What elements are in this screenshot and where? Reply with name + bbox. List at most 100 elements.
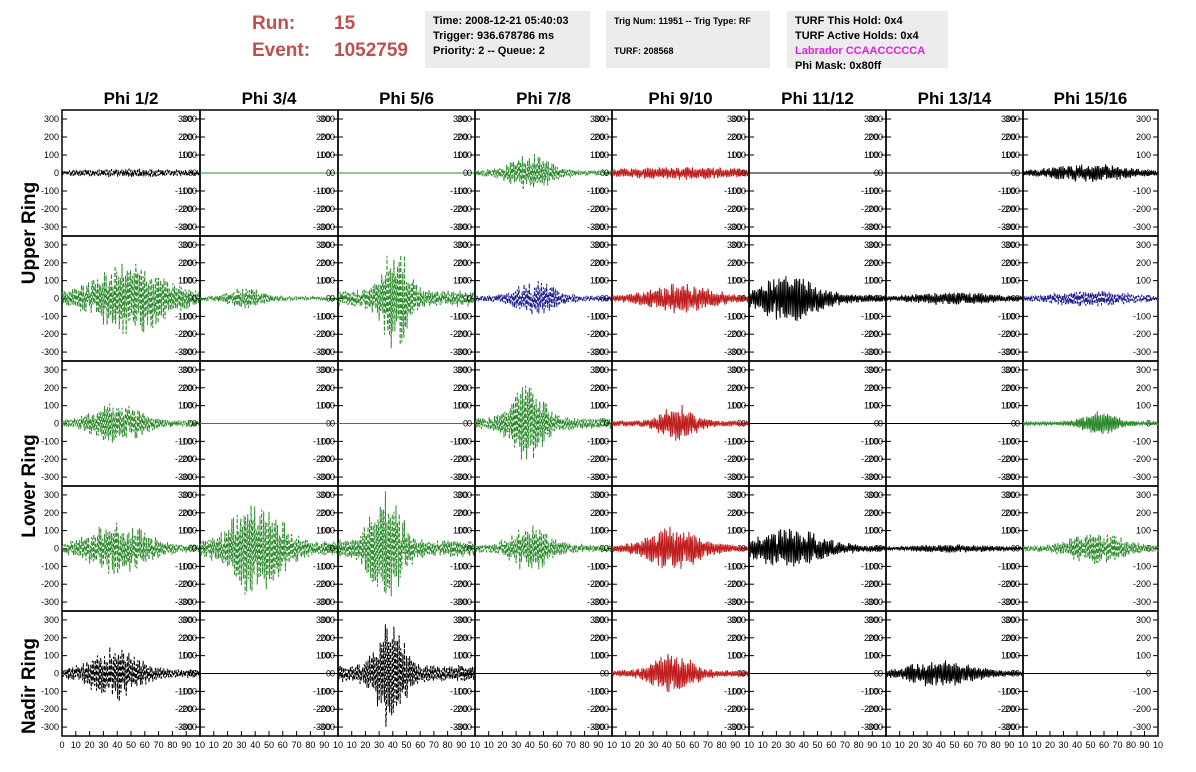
y-tick-label-right: -200 — [313, 204, 331, 214]
y-tick-label: 100 — [731, 526, 746, 536]
x-tick-label: 40 — [799, 740, 809, 750]
x-tick-label: 30 — [374, 740, 384, 750]
y-tick-label-right: -100 — [1133, 186, 1151, 196]
y-tick-label-right: 300 — [1136, 114, 1151, 124]
x-tick-label: 80 — [1126, 740, 1136, 750]
y-tick-label-right: 100 — [727, 526, 742, 536]
y-tick-label: -300 — [454, 472, 472, 482]
x-tick-label: 10 — [1018, 740, 1028, 750]
y-tick-label: 100 — [44, 276, 59, 286]
y-tick-label-right: -100 — [998, 686, 1016, 696]
y-tick-label: -300 — [179, 222, 197, 232]
y-tick-label: -100 — [591, 311, 609, 321]
y-tick-label-right: 300 — [1001, 490, 1016, 500]
y-tick-label: -200 — [728, 579, 746, 589]
x-tick-label: 20 — [1045, 740, 1055, 750]
y-tick-label: 300 — [457, 490, 472, 500]
x-tick-label: 10 — [1031, 740, 1041, 750]
y-tick-label-right: -100 — [724, 311, 742, 321]
y-tick-label-right: -100 — [450, 436, 468, 446]
y-tick-label: 200 — [457, 132, 472, 142]
y-tick-label-right: 300 — [316, 615, 331, 625]
y-tick-label-right: 100 — [590, 526, 605, 536]
x-tick-label: 80 — [991, 740, 1001, 750]
y-tick-label: 300 — [868, 365, 883, 375]
y-tick-label: 300 — [44, 490, 59, 500]
y-tick-label-right: 300 — [1001, 365, 1016, 375]
y-tick-label-right: 100 — [1136, 150, 1151, 160]
x-tick-label: 10 — [470, 740, 480, 750]
y-tick-label: -300 — [454, 347, 472, 357]
y-tick-label: -200 — [1002, 704, 1020, 714]
y-tick-label: 100 — [320, 150, 335, 160]
y-tick-label-right: -200 — [861, 204, 879, 214]
y-tick-label: 200 — [44, 258, 59, 268]
y-tick-label: 0 — [1015, 419, 1020, 429]
y-tick-label: 100 — [457, 150, 472, 160]
y-tick-label: -100 — [41, 686, 59, 696]
y-tick-label-right: -300 — [450, 347, 468, 357]
y-tick-label-right: -200 — [450, 454, 468, 464]
y-tick-label: 200 — [868, 132, 883, 142]
y-tick-label: 300 — [731, 365, 746, 375]
y-tick-label-right: 200 — [453, 508, 468, 518]
y-tick-label: 200 — [594, 508, 609, 518]
y-tick-label-right: 200 — [590, 132, 605, 142]
x-tick-label: 20 — [497, 740, 507, 750]
y-tick-label-right: 100 — [1001, 526, 1016, 536]
y-tick-label: -300 — [41, 722, 59, 732]
y-tick-label: -100 — [865, 561, 883, 571]
y-tick-label: -200 — [454, 204, 472, 214]
y-tick-label: 0 — [467, 419, 472, 429]
y-tick-label: 100 — [868, 150, 883, 160]
x-tick-label: 10 — [744, 740, 754, 750]
x-tick-label: 30 — [236, 740, 246, 750]
y-tick-label-right: 100 — [1136, 276, 1151, 286]
y-tick-label: 200 — [731, 508, 746, 518]
y-tick-label-right: 300 — [316, 490, 331, 500]
y-tick-label: 100 — [457, 651, 472, 661]
y-tick-label: 0 — [192, 669, 197, 679]
y-tick-label: 200 — [731, 258, 746, 268]
y-tick-label: 100 — [182, 401, 197, 411]
y-tick-label-right: -100 — [450, 686, 468, 696]
y-tick-label: 0 — [330, 168, 335, 178]
y-tick-label: 200 — [182, 633, 197, 643]
y-tick-label: 0 — [878, 294, 883, 304]
labrador-text: Labrador CCAACCCCCA — [795, 45, 926, 57]
y-tick-label-right: 200 — [1136, 258, 1151, 268]
y-tick-label: -100 — [728, 311, 746, 321]
y-tick-label: -100 — [728, 686, 746, 696]
y-tick-label: -200 — [454, 329, 472, 339]
x-tick-label: 50 — [949, 740, 959, 750]
y-tick-label: 0 — [878, 419, 883, 429]
y-tick-label: -200 — [865, 454, 883, 464]
y-tick-label: -200 — [454, 579, 472, 589]
y-tick-label-right: 300 — [864, 114, 879, 124]
y-tick-label: -300 — [454, 722, 472, 732]
y-tick-label: 300 — [182, 490, 197, 500]
y-tick-label: 200 — [44, 633, 59, 643]
x-tick-label: 40 — [112, 740, 122, 750]
column-header: Phi 7/8 — [516, 89, 571, 108]
y-tick-label: -100 — [865, 686, 883, 696]
y-tick-label-right: 100 — [727, 401, 742, 411]
y-tick-label-right: -200 — [861, 579, 879, 589]
x-tick-label: 60 — [278, 740, 288, 750]
y-tick-label: -200 — [179, 204, 197, 214]
y-tick-label: 300 — [1005, 365, 1020, 375]
x-tick-label: 70 — [977, 740, 987, 750]
y-tick-label-right: -300 — [313, 222, 331, 232]
y-tick-label-right: -200 — [861, 329, 879, 339]
y-tick-label: -200 — [728, 454, 746, 464]
y-tick-label: -300 — [41, 347, 59, 357]
y-tick-label: -100 — [865, 311, 883, 321]
y-tick-label: 300 — [594, 615, 609, 625]
y-tick-label-right: -200 — [1133, 704, 1151, 714]
y-tick-label-right: 200 — [1001, 132, 1016, 142]
x-tick-label: 30 — [1058, 740, 1068, 750]
y-tick-label-right: 200 — [1136, 132, 1151, 142]
y-tick-label-right: -200 — [587, 704, 605, 714]
y-tick-label: 0 — [741, 544, 746, 554]
y-tick-label-right: -300 — [998, 597, 1016, 607]
